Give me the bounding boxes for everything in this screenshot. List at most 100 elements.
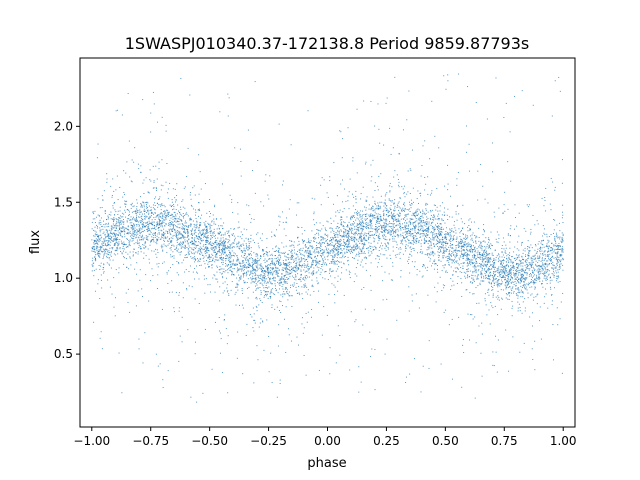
data-point bbox=[320, 256, 322, 258]
data-point bbox=[296, 336, 298, 338]
data-point bbox=[487, 275, 489, 277]
data-point bbox=[358, 253, 360, 255]
data-point bbox=[162, 387, 164, 389]
data-point bbox=[249, 264, 251, 266]
data-point bbox=[440, 234, 442, 236]
data-point bbox=[332, 261, 334, 263]
data-point bbox=[150, 232, 152, 234]
data-point bbox=[419, 229, 421, 231]
data-point bbox=[199, 210, 201, 212]
data-point bbox=[384, 199, 386, 201]
data-point bbox=[463, 262, 465, 264]
data-point bbox=[462, 245, 464, 247]
data-point bbox=[425, 202, 427, 204]
data-point bbox=[278, 249, 280, 251]
data-point bbox=[430, 242, 432, 244]
data-point bbox=[337, 248, 339, 250]
data-point bbox=[543, 302, 545, 304]
data-point bbox=[170, 222, 172, 224]
data-point bbox=[285, 235, 287, 237]
data-point bbox=[145, 215, 147, 217]
data-point bbox=[137, 163, 139, 165]
data-point bbox=[553, 244, 555, 246]
data-point bbox=[349, 271, 351, 273]
data-point bbox=[384, 202, 386, 204]
data-point bbox=[472, 270, 474, 272]
data-point bbox=[392, 214, 394, 216]
data-point bbox=[245, 258, 247, 260]
data-point bbox=[164, 232, 166, 234]
data-point bbox=[365, 214, 367, 216]
data-point bbox=[415, 218, 417, 220]
data-point bbox=[478, 244, 480, 246]
data-point bbox=[380, 173, 382, 175]
data-point bbox=[244, 281, 246, 283]
data-point bbox=[451, 274, 453, 276]
data-point bbox=[356, 213, 358, 215]
data-point bbox=[466, 277, 468, 279]
data-point bbox=[521, 262, 523, 264]
data-point bbox=[419, 216, 421, 218]
data-point bbox=[474, 234, 476, 236]
data-point bbox=[162, 250, 164, 252]
data-point bbox=[454, 227, 456, 229]
data-point bbox=[364, 218, 366, 220]
data-point bbox=[110, 230, 112, 232]
data-point bbox=[220, 237, 222, 239]
data-point bbox=[226, 287, 228, 289]
data-point bbox=[143, 244, 145, 246]
data-point bbox=[383, 219, 385, 221]
data-point bbox=[292, 275, 294, 277]
data-point bbox=[252, 307, 254, 309]
data-point bbox=[480, 243, 482, 245]
data-point bbox=[313, 241, 315, 243]
data-point bbox=[193, 223, 195, 225]
data-point bbox=[492, 351, 494, 353]
data-point bbox=[197, 249, 199, 251]
data-point bbox=[470, 264, 472, 266]
data-point bbox=[170, 237, 172, 239]
data-point bbox=[138, 168, 140, 170]
data-point bbox=[193, 258, 195, 260]
data-point bbox=[437, 236, 439, 238]
data-point bbox=[396, 224, 398, 226]
data-point bbox=[384, 271, 386, 273]
data-point bbox=[250, 247, 252, 249]
data-point bbox=[346, 251, 348, 253]
data-point bbox=[221, 254, 223, 256]
data-point bbox=[135, 242, 137, 244]
data-point bbox=[521, 277, 523, 279]
data-point bbox=[445, 264, 447, 266]
data-point bbox=[167, 197, 169, 199]
data-point bbox=[538, 241, 540, 243]
data-point bbox=[313, 272, 315, 274]
data-point bbox=[357, 234, 359, 236]
data-point bbox=[439, 231, 441, 233]
data-point bbox=[256, 265, 258, 267]
data-point bbox=[515, 254, 517, 256]
data-point bbox=[290, 272, 292, 274]
data-point bbox=[242, 273, 244, 275]
data-point bbox=[350, 227, 352, 229]
data-point bbox=[139, 213, 141, 215]
data-point bbox=[313, 270, 315, 272]
data-point bbox=[159, 205, 161, 207]
data-point bbox=[107, 216, 109, 218]
data-point bbox=[108, 237, 110, 239]
data-point bbox=[385, 236, 387, 238]
data-point bbox=[250, 272, 252, 274]
data-point bbox=[230, 244, 232, 246]
data-point bbox=[477, 257, 479, 259]
data-point bbox=[143, 229, 145, 231]
data-point bbox=[296, 250, 298, 252]
data-point bbox=[104, 212, 106, 214]
data-point bbox=[152, 275, 154, 277]
data-point bbox=[553, 229, 555, 231]
data-point bbox=[481, 257, 483, 259]
data-point bbox=[293, 270, 295, 272]
data-point bbox=[161, 308, 163, 310]
data-point bbox=[519, 351, 521, 353]
data-point bbox=[429, 245, 431, 247]
data-point bbox=[524, 250, 526, 252]
data-point bbox=[385, 245, 387, 247]
